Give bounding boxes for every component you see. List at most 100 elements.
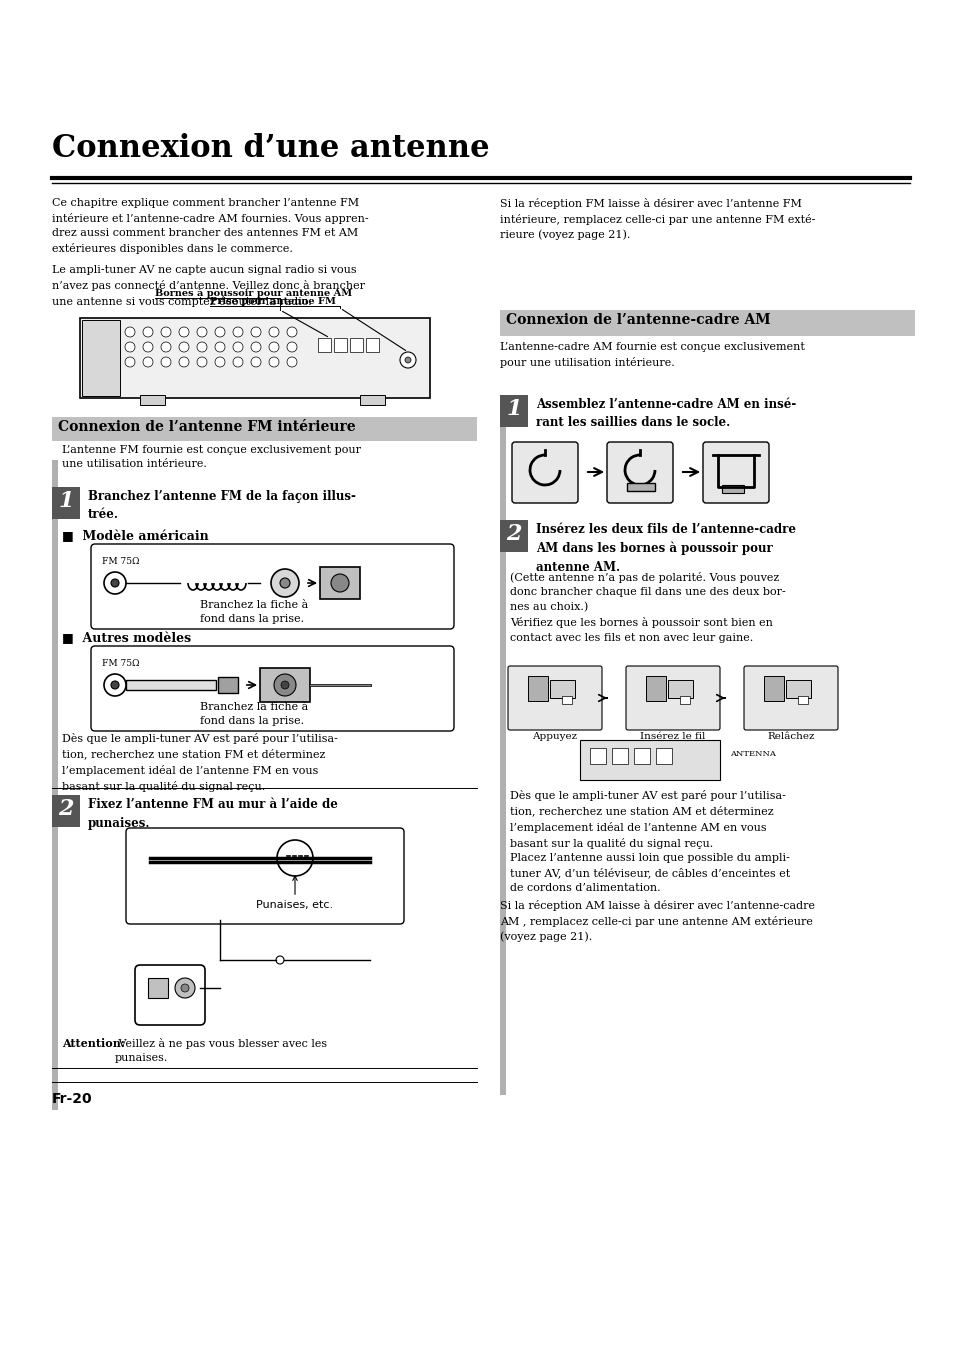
Circle shape — [196, 327, 207, 336]
Circle shape — [269, 327, 278, 336]
Circle shape — [181, 984, 189, 992]
Text: ■  Autres modèles: ■ Autres modèles — [62, 632, 191, 644]
Bar — [52, 417, 476, 440]
Bar — [218, 677, 237, 693]
Text: Appuyez: Appuyez — [532, 732, 577, 740]
Bar — [645, 676, 665, 701]
Text: Prise pour antenne FM: Prise pour antenne FM — [210, 297, 335, 305]
Circle shape — [161, 357, 171, 367]
Circle shape — [125, 327, 135, 336]
Text: Ce chapitre explique comment brancher l’antenne FM
intérieure et l’antenne-cadre: Ce chapitre explique comment brancher l’… — [52, 199, 368, 254]
Circle shape — [179, 357, 189, 367]
Bar — [763, 676, 783, 701]
Text: Relâchez: Relâchez — [766, 732, 814, 740]
Bar — [667, 680, 692, 698]
Text: Insérez le fil: Insérez le fil — [639, 732, 705, 740]
Circle shape — [111, 681, 119, 689]
Text: Fr-20: Fr-20 — [52, 1092, 92, 1106]
Circle shape — [214, 342, 225, 353]
Bar — [561, 696, 572, 704]
Bar — [785, 680, 810, 698]
Circle shape — [161, 327, 171, 336]
Circle shape — [287, 357, 296, 367]
Bar — [260, 667, 310, 703]
Circle shape — [251, 342, 261, 353]
Circle shape — [275, 957, 284, 965]
FancyBboxPatch shape — [512, 442, 578, 503]
Circle shape — [269, 357, 278, 367]
Circle shape — [287, 342, 296, 353]
Bar — [80, 317, 430, 399]
Circle shape — [143, 342, 152, 353]
Bar — [334, 338, 347, 353]
Text: Punaises, etc.: Punaises, etc. — [256, 875, 334, 911]
Text: Connexion de l’antenne FM intérieure: Connexion de l’antenne FM intérieure — [58, 420, 355, 434]
Bar — [679, 696, 689, 704]
Bar — [359, 394, 385, 405]
Bar — [499, 520, 527, 553]
Text: Veillez à ne pas vous blesser avec les
punaises.: Veillez à ne pas vous blesser avec les p… — [115, 1038, 327, 1063]
Circle shape — [143, 357, 152, 367]
Text: ANTENNA: ANTENNA — [729, 750, 775, 758]
Circle shape — [274, 674, 295, 696]
Text: 1: 1 — [58, 490, 73, 512]
Circle shape — [399, 353, 416, 367]
Text: 1: 1 — [506, 399, 521, 420]
Circle shape — [233, 342, 243, 353]
FancyBboxPatch shape — [606, 442, 672, 503]
Bar — [797, 696, 807, 704]
Circle shape — [196, 342, 207, 353]
Bar — [499, 394, 505, 1096]
Bar — [366, 338, 378, 353]
Circle shape — [179, 327, 189, 336]
Bar — [317, 338, 331, 353]
Bar — [52, 486, 80, 519]
Text: L’antenne-cadre AM fournie est conçue exclusivement
pour une utilisation intérie: L’antenne-cadre AM fournie est conçue ex… — [499, 342, 804, 367]
Bar — [589, 748, 605, 765]
Text: Bornes à poussoir pour antenne AM: Bornes à poussoir pour antenne AM — [154, 289, 352, 299]
FancyBboxPatch shape — [91, 544, 454, 630]
Bar — [126, 680, 215, 690]
Bar — [148, 978, 168, 998]
Circle shape — [287, 327, 296, 336]
Circle shape — [281, 681, 289, 689]
Bar — [52, 459, 58, 1111]
Bar — [579, 740, 720, 780]
Circle shape — [233, 327, 243, 336]
Bar — [140, 394, 165, 405]
FancyBboxPatch shape — [126, 828, 403, 924]
Circle shape — [161, 342, 171, 353]
Text: Branchez la fiche à
fond dans la prise.: Branchez la fiche à fond dans la prise. — [200, 703, 308, 727]
Circle shape — [280, 578, 290, 588]
Text: Connexion d’une antenne: Connexion d’une antenne — [52, 132, 489, 163]
Circle shape — [143, 327, 152, 336]
FancyBboxPatch shape — [91, 646, 454, 731]
Circle shape — [251, 327, 261, 336]
Text: Branchez la fiche à
fond dans la prise.: Branchez la fiche à fond dans la prise. — [200, 600, 308, 624]
Bar — [656, 748, 671, 765]
Circle shape — [104, 571, 126, 594]
Bar — [550, 680, 575, 698]
Circle shape — [179, 342, 189, 353]
Text: Si la réception FM laisse à désirer avec l’antenne FM
intérieure, remplacez cell: Si la réception FM laisse à désirer avec… — [499, 199, 815, 240]
Circle shape — [251, 357, 261, 367]
Text: Branchez l’antenne FM de la façon illus-
trée.: Branchez l’antenne FM de la façon illus-… — [88, 490, 355, 521]
Bar — [350, 338, 363, 353]
Bar — [634, 748, 649, 765]
Text: 2: 2 — [58, 798, 73, 820]
Circle shape — [125, 342, 135, 353]
Text: Assemblez l’antenne-cadre AM en insé-
rant les saillies dans le socle.: Assemblez l’antenne-cadre AM en insé- ra… — [536, 399, 796, 430]
Bar — [319, 567, 359, 598]
Circle shape — [214, 357, 225, 367]
Text: 2: 2 — [506, 523, 521, 544]
FancyBboxPatch shape — [507, 666, 601, 730]
Circle shape — [269, 342, 278, 353]
Bar — [721, 485, 743, 493]
Text: Attention:: Attention: — [62, 1038, 125, 1048]
Bar — [52, 794, 80, 827]
Circle shape — [196, 357, 207, 367]
Text: Le ampli-tuner AV ne capte aucun signal radio si vous
n’avez pas connecté d’ante: Le ampli-tuner AV ne capte aucun signal … — [52, 265, 365, 307]
FancyBboxPatch shape — [743, 666, 837, 730]
Text: (Cette antenne n’a pas de polarité. Vous pouvez
donc brancher chaque fil dans un: (Cette antenne n’a pas de polarité. Vous… — [510, 571, 785, 643]
Bar — [82, 320, 120, 396]
